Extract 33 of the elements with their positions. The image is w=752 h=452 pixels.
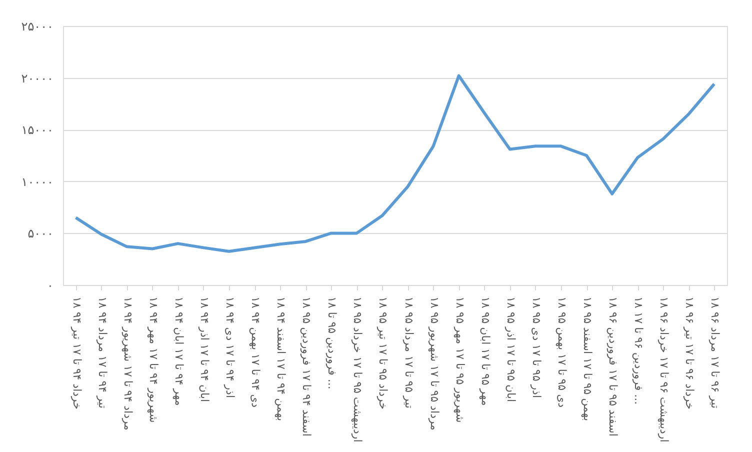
y-tick-label: ۵۰۰۰ xyxy=(28,226,54,241)
x-tick-label: ۱۸ ابان ۹۵ تا ۱۷ اذر ۹۵ xyxy=(504,296,518,402)
x-tick-label: ۱۸ دی ۹۴ تا ۱۷ بهمن ۹۴ xyxy=(249,296,262,408)
x-tick-label: ۱۸ شهریور ۹۴ تا ۱۷ مهر ۹۴ xyxy=(146,296,160,423)
y-tick-label: ۱۵۰۰۰ xyxy=(21,123,54,138)
x-tick-label: ۱۸ ابان ۹۴ تا ۱۷ اذر ۹۴ xyxy=(198,296,211,402)
x-tick-label: ۱۸ خرداد ۹۴ تا ۱۷ تیر ۹۴ xyxy=(70,296,84,410)
x-tick-label: ۱۸ مهر ۹۴ تا ۱۷ ابان ۹۴ xyxy=(172,296,186,406)
x-tick-label: ۱۸ مرداد ۹۵ تا ۱۷ شهریور ۹۵ xyxy=(428,296,441,431)
x-tick-label: ۱۸ شهریور ۹۵ تا ۱۷ مهر ۹۵ xyxy=(453,296,466,423)
x-tick-label: ۱۸ اسفند ۹۵ تا ۱۷ فروردین ۹۶ xyxy=(606,296,620,436)
x-tick-label: ۱۸ خرداد ۹۶ تا ۱۷ تیر ۹۶ xyxy=(683,296,696,410)
x-tick-label: ۱۸ اردیبهشت ۹۵ تا ۱۷ خرداد ۹۵ xyxy=(351,296,364,442)
y-tick-label: ۲۵۰۰۰ xyxy=(21,20,54,34)
x-tick-label: ۱۸ دی ۹۵ تا ۱۷ بهمن ۹۵ xyxy=(556,296,568,408)
y-tick-label: ۲۰۰۰۰ xyxy=(21,71,54,86)
x-tick-label: ۱۸ اذر ۹۵ تا ۱۷ دی ۹۵ xyxy=(530,296,543,398)
y-tick-label: ۱۰۰۰۰ xyxy=(21,174,54,189)
x-tick-label: ۱۸ تیر ۹۶ تا ۱۷ مرداد ۹۶ xyxy=(708,296,722,408)
x-tick-label: ۱۸ اسفند ۹۴ تا ۱۷ فروردین ۹۵ xyxy=(300,296,314,436)
x-tick-label: ۱۸ خرداد ۹۵ تا ۱۷ تیر ۹۵ xyxy=(376,296,390,410)
y-tick-label: ۰ xyxy=(47,278,54,292)
x-tick-label: ۱۸ اردیبهشت ۹۶ تا ۱۷ خرداد ۹۶ xyxy=(658,296,671,442)
x-tick-label: ۱۸ بهمن ۹۵ تا ۱۷ اسفند ۹۵ xyxy=(581,296,594,422)
x-tick-label: ۱۸ تیر ۹۵ تا ۱۷ مرداد ۹۵ xyxy=(402,296,416,408)
x-tick-label: ۱۸ فروردین ۹۶ تا ۱۷ ... xyxy=(632,296,646,405)
line-series xyxy=(74,74,716,253)
x-tick-label: ۱۸ اذر ۹۴ تا ۱۷ دی ۹۴ xyxy=(224,296,236,398)
x-tick-label: ۱۸ تیر ۹۴ تا ۱۷ مرداد ۹۴ xyxy=(96,296,109,408)
x-tick-label: ۱۸ فروردین ۹۵ تا ... xyxy=(326,296,339,390)
x-tick-label: ۱۸ مرداد ۹۴ تا ۱۷ شهریور ۹۴ xyxy=(121,296,134,431)
x-tick-label: ۱۸ بهمن ۹۴ تا ۱۷ اسفند ۹۴ xyxy=(274,296,288,422)
x-tick-label: ۱۸ مهر ۹۵ تا ۱۷ ابان ۹۵ xyxy=(478,296,492,406)
